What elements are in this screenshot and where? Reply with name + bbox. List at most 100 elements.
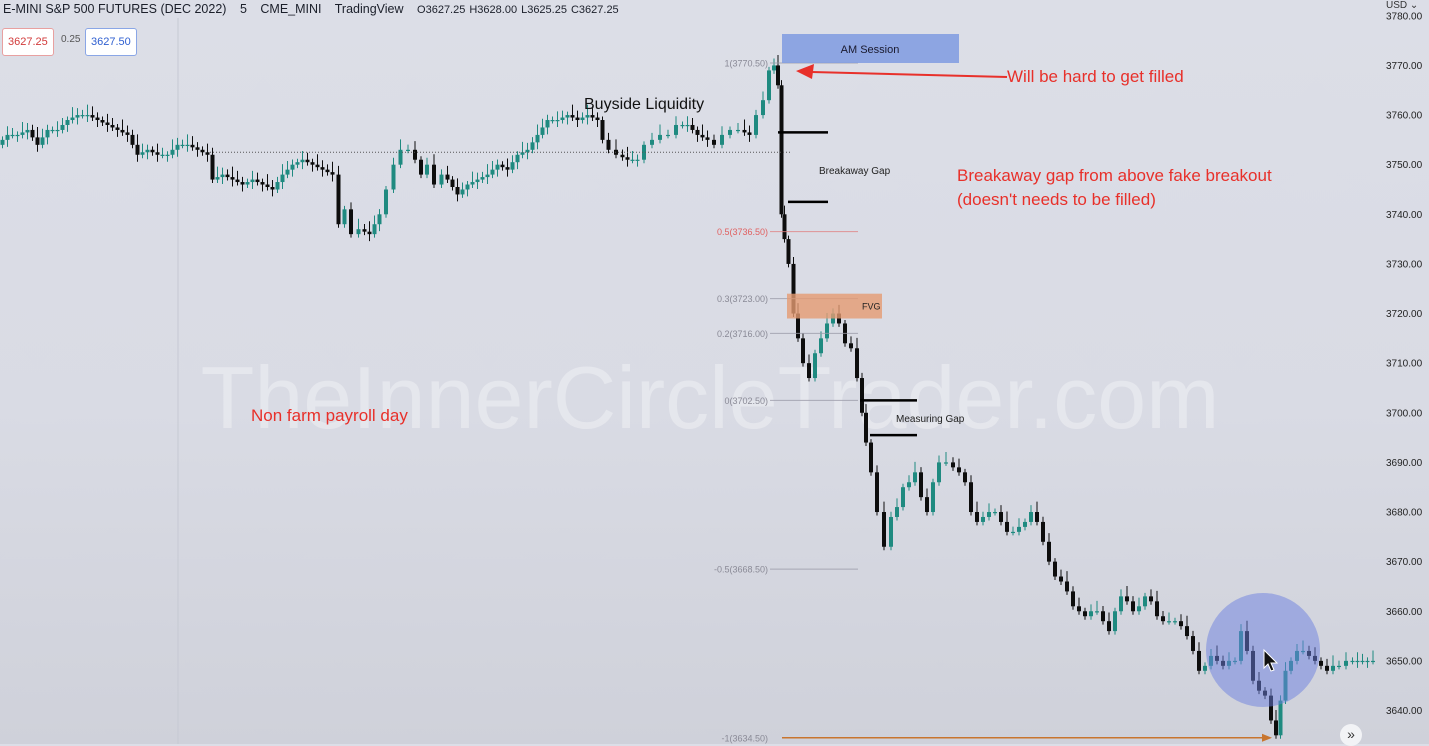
candle-body bbox=[754, 115, 758, 135]
candle-body bbox=[0, 139, 5, 145]
candle-body bbox=[1113, 611, 1117, 632]
candle-body bbox=[1203, 665, 1207, 671]
candle-body bbox=[290, 164, 295, 170]
candle-body bbox=[1059, 576, 1063, 582]
zones: AM Session FVG bbox=[782, 34, 959, 319]
candle-body bbox=[975, 512, 979, 522]
candle-body bbox=[480, 177, 485, 180]
candle-body bbox=[635, 159, 640, 161]
candle-body bbox=[1005, 521, 1009, 532]
candle-body bbox=[130, 134, 135, 145]
candle-body bbox=[600, 120, 605, 140]
candle-body bbox=[406, 149, 410, 151]
candle-body bbox=[200, 149, 205, 153]
candle-body bbox=[1083, 611, 1087, 617]
candle-body bbox=[205, 152, 210, 155]
candle-body bbox=[1065, 581, 1069, 592]
candle-body bbox=[545, 120, 550, 128]
candle-body bbox=[90, 115, 95, 118]
candle-body bbox=[180, 144, 185, 147]
candle-body bbox=[550, 120, 555, 122]
symbol-header: E-MINI S&P 500 FUTURES (DEC 2022) 5 CME_… bbox=[3, 2, 623, 16]
fib-level-label: -1(3634.50) bbox=[721, 733, 768, 743]
candle-body bbox=[680, 124, 685, 127]
candle-body bbox=[275, 182, 280, 190]
candle-body bbox=[356, 229, 361, 235]
candle-body bbox=[987, 512, 991, 517]
candle-body bbox=[666, 134, 670, 137]
y-tick-label: 3640.00 bbox=[1386, 706, 1423, 717]
candle-body bbox=[736, 129, 740, 132]
candle-body bbox=[1167, 621, 1171, 623]
currency-selector[interactable]: USD ⌄ bbox=[1386, 0, 1418, 11]
sell-button[interactable]: 3627.25 bbox=[2, 28, 54, 56]
candle-body bbox=[837, 313, 841, 324]
candle-body bbox=[728, 129, 732, 135]
symbol-name[interactable]: E-MINI S&P 500 FUTURES (DEC 2022) bbox=[3, 2, 227, 16]
candle-body bbox=[500, 164, 505, 168]
candle-body bbox=[819, 338, 823, 354]
candle-body bbox=[580, 117, 585, 121]
candle-body bbox=[791, 263, 796, 314]
buy-button[interactable]: 3627.50 bbox=[85, 28, 137, 56]
candle-body bbox=[170, 149, 175, 155]
exchange: CME_MINI bbox=[260, 2, 322, 16]
candle-body bbox=[240, 182, 245, 185]
candle-body bbox=[919, 472, 923, 498]
candle-body bbox=[185, 144, 190, 147]
interval[interactable]: 5 bbox=[239, 2, 247, 16]
candle-body bbox=[30, 129, 35, 138]
candle-body bbox=[70, 117, 75, 121]
measuring-gap-label: Measuring Gap bbox=[896, 414, 965, 425]
fib-level-label: 1(3770.50) bbox=[724, 58, 768, 68]
candle-body bbox=[796, 313, 800, 339]
candle-body bbox=[1017, 526, 1021, 532]
candle-body bbox=[80, 115, 85, 117]
candle-body bbox=[490, 169, 495, 175]
candle-body bbox=[65, 120, 70, 125]
candle-body bbox=[705, 137, 710, 140]
candle-body bbox=[5, 134, 10, 140]
candle-body bbox=[1319, 660, 1323, 666]
candle-body bbox=[520, 152, 525, 155]
candle-body bbox=[460, 189, 465, 195]
candle-body bbox=[1360, 660, 1365, 663]
candle-body bbox=[1089, 611, 1093, 617]
candle-body bbox=[95, 117, 100, 121]
fib-level-label: 0(3702.50) bbox=[724, 396, 768, 406]
fib-levels: 1(3770.50) 0.5(3736.50) 0.3(3723.00) 0.2(37… bbox=[714, 58, 1272, 743]
candle-body bbox=[250, 179, 255, 183]
candle-body bbox=[305, 159, 310, 163]
candle-body bbox=[1191, 636, 1195, 651]
candle-body bbox=[450, 179, 455, 188]
fib-level-label: 0.2(3716.00) bbox=[717, 329, 768, 339]
candle-body bbox=[55, 129, 60, 132]
y-tick-label: 3740.00 bbox=[1386, 210, 1423, 221]
candle-body bbox=[1053, 561, 1057, 577]
candle-body bbox=[349, 209, 353, 235]
candle-body bbox=[1269, 695, 1273, 721]
candle-body bbox=[895, 507, 899, 517]
candle-body bbox=[20, 132, 25, 135]
candle-body bbox=[470, 182, 475, 185]
candle-body bbox=[1331, 665, 1335, 671]
am-session-box bbox=[782, 34, 959, 63]
candle-body bbox=[485, 174, 490, 178]
candle-body bbox=[315, 164, 320, 168]
candle-body bbox=[813, 353, 817, 379]
candle-body bbox=[590, 115, 595, 118]
candle-body bbox=[825, 323, 829, 339]
price-axis[interactable]: 3640.00 3650.00 3660.00 3670.00 3680.00 3690.… bbox=[1386, 11, 1423, 717]
breakaway-gap-label: Breakaway Gap bbox=[819, 166, 891, 177]
candle-body bbox=[342, 209, 347, 225]
candle-body bbox=[981, 516, 985, 522]
candle-body bbox=[225, 174, 230, 178]
candle-body bbox=[25, 129, 30, 133]
candle-body bbox=[220, 174, 225, 178]
candle-body bbox=[1365, 660, 1370, 663]
candle-body bbox=[1125, 596, 1129, 602]
double-chevron-right-icon[interactable]: » bbox=[1340, 724, 1362, 746]
candle-body bbox=[100, 120, 105, 123]
candle-body bbox=[560, 117, 565, 121]
